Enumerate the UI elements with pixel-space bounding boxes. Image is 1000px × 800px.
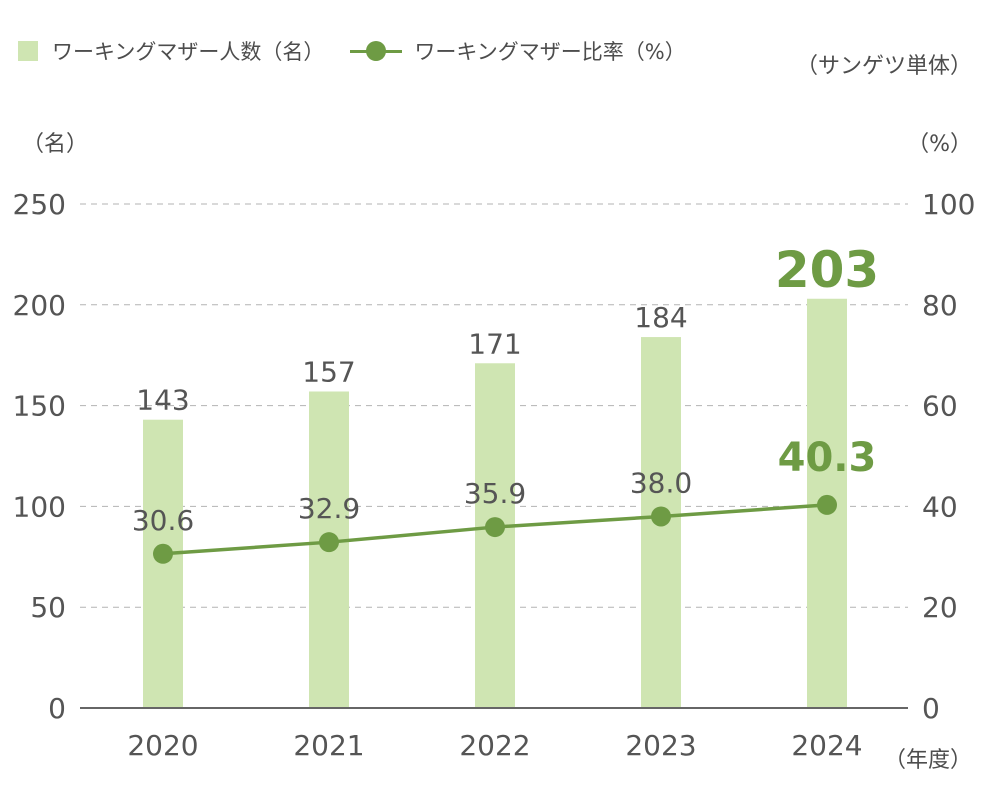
right-axis-unit: （%） [907,132,972,157]
bar-series [143,298,847,708]
right-axis-tick-label: 40 [922,490,958,523]
right-axis-tick-label: 80 [922,289,958,322]
right-axis-tick-label: 20 [922,591,958,624]
ratio-value-label: 35.9 [464,477,526,510]
left-axis-tick-label: 50 [30,591,66,624]
legend: ワーキングマザー人数（名） ワーキングマザー比率（%） [18,36,712,66]
data-labels: 143 157 171 184 203 30.6 32.9 35.9 38.0 40.3 [132,241,879,537]
ratio-point-2022 [485,517,505,538]
x-axis-tick-label: 2024 [791,729,862,762]
x-axis-tick-label: 2022 [459,729,530,762]
legend-line-label: ワーキングマザー比率（%） [414,40,686,64]
x-axis-unit: （年度） [883,748,972,773]
left-axis-unit: （名） [22,132,89,157]
bar-value-label: 143 [136,384,189,417]
legend-line-swatch-icon [350,41,403,61]
bar-value-label: 171 [468,327,521,360]
ratio-point-2023 [651,506,671,527]
bar-value-label: 203 [775,241,879,299]
right-axis-tick-label: 0 [922,692,940,725]
ratio-point-2020 [153,543,173,564]
bar-value-label: 157 [302,355,355,388]
left-axis-tick-label: 150 [13,390,66,423]
legend-item-bar: ワーキングマザー人数（名） [18,36,324,66]
ratio-value-label: 32.9 [298,492,360,525]
bar-value-label: 184 [634,301,687,334]
axes: 0 50 100 150 200 250 0 20 40 60 80 100 2020 2021 2022 2… [13,188,976,762]
grid-lines [80,203,908,608]
legend-item-line: ワーキングマザー比率（%） [350,36,686,66]
left-axis-tick-label: 100 [13,490,66,523]
right-axis-tick-label: 100 [922,188,975,221]
left-axis-tick-label: 0 [48,692,66,725]
scope-note: （サンゲツ単体） [795,54,972,79]
right-axis-tick-label: 60 [922,390,958,423]
ratio-value-label: 40.3 [778,435,877,481]
left-axis-tick-label: 200 [13,289,66,322]
x-axis-tick-label: 2020 [127,729,198,762]
left-axis-tick-label: 250 [13,188,66,221]
legend-bar-label: ワーキングマザー人数（名） [52,40,325,64]
ratio-value-label: 30.6 [132,504,194,537]
legend-bar-swatch-icon [18,41,38,61]
x-axis-tick-label: 2023 [625,729,696,762]
line-series [153,494,837,564]
x-axis-tick-label: 2021 [293,729,364,762]
bar-2020 [143,419,183,708]
ratio-point-2024 [817,494,837,515]
ratio-value-label: 38.0 [630,466,692,499]
ratio-point-2021 [319,532,339,553]
